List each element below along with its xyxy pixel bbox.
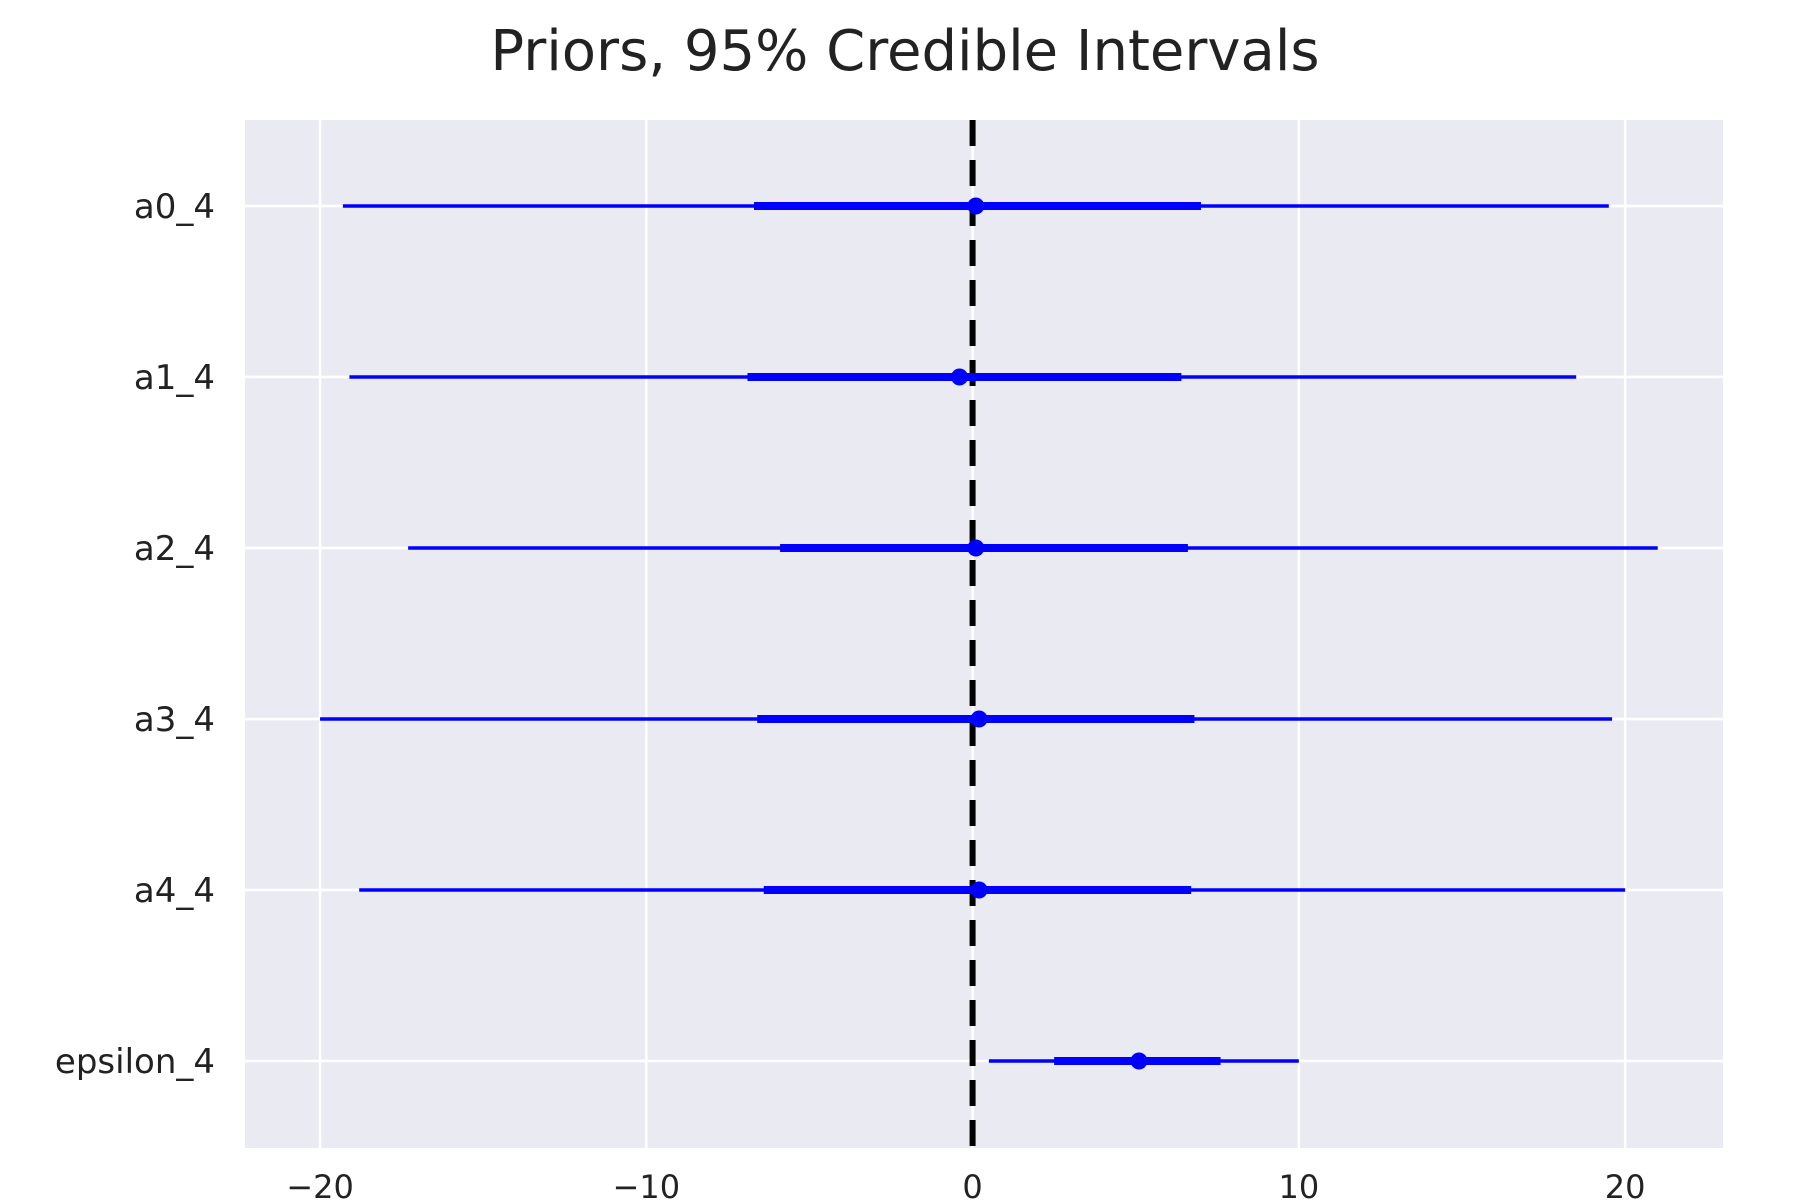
param-label-epsilon-4: epsilon_4 bbox=[55, 1042, 215, 1082]
x-tick-label: 0 bbox=[962, 1168, 982, 1200]
plot-area bbox=[245, 120, 1723, 1148]
param-label-a1-4: a1_4 bbox=[134, 358, 215, 398]
param-label-a0-4: a0_4 bbox=[134, 187, 215, 227]
median-point-a4-4 bbox=[970, 881, 988, 899]
x-tick-label: −10 bbox=[613, 1168, 681, 1200]
x-tick-label: −20 bbox=[286, 1168, 354, 1200]
median-point-a0-4 bbox=[967, 197, 985, 215]
median-point-a1-4 bbox=[951, 368, 969, 386]
param-label-a3-4: a3_4 bbox=[134, 700, 215, 740]
median-point-a3-4 bbox=[970, 710, 988, 728]
chart-title: Priors, 95% Credible Intervals bbox=[490, 19, 1319, 84]
intervals bbox=[320, 197, 1658, 1070]
median-point-a2-4 bbox=[967, 539, 985, 557]
x-tick-label: 10 bbox=[1278, 1168, 1319, 1200]
param-label-a4-4: a4_4 bbox=[134, 871, 215, 911]
param-label-a2-4: a2_4 bbox=[134, 529, 215, 569]
x-tick-label: 20 bbox=[1605, 1168, 1646, 1200]
x-axis-ticks: −20 −10 0 10 20 bbox=[286, 1168, 1645, 1200]
parameter-labels: a0_4 a1_4 a2_4 a3_4 a4_4 epsilon_4 bbox=[55, 187, 215, 1082]
median-point-epsilon-4 bbox=[1130, 1052, 1148, 1070]
